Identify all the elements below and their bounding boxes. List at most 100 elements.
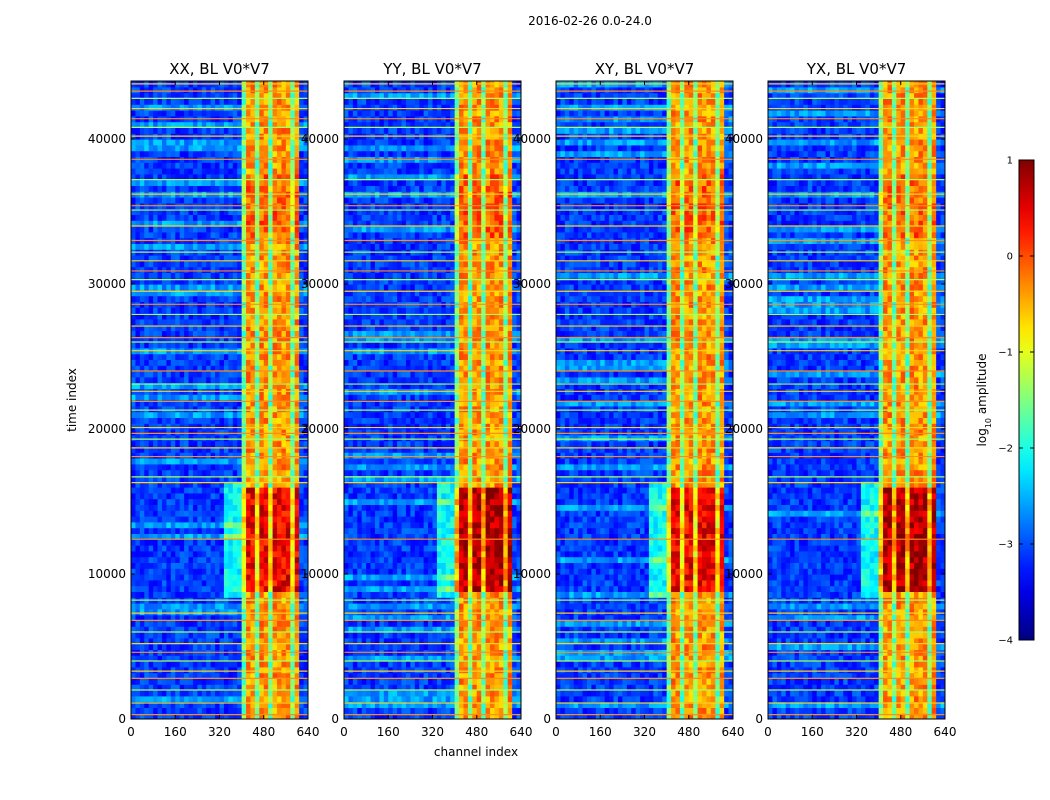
heatmap-cell	[223, 655, 229, 662]
heatmap-cell	[254, 446, 260, 453]
heatmap-cell	[215, 92, 221, 99]
heatmap-cell	[131, 208, 137, 215]
heatmap-cell	[259, 521, 265, 529]
heatmap-cell	[303, 701, 308, 708]
heatmap-cell	[294, 359, 300, 366]
heatmap-cell	[166, 440, 172, 447]
heatmap-cell	[263, 226, 269, 233]
heatmap-cell	[175, 533, 181, 540]
heatmap-cell	[277, 707, 283, 714]
heatmap-cell	[228, 632, 234, 639]
heatmap-cell	[170, 168, 176, 175]
heatmap-cell	[192, 104, 198, 111]
heatmap-cell	[281, 336, 287, 343]
heatmap-cell	[299, 713, 305, 719]
heatmap-cell	[135, 614, 141, 621]
heatmap-cell	[294, 330, 300, 337]
heatmap-cell	[192, 429, 198, 436]
heatmap-cell	[290, 608, 296, 616]
heatmap-cell	[285, 307, 291, 314]
heatmap-cell	[388, 690, 394, 697]
heatmap-cell	[303, 179, 308, 186]
heatmap-cell	[423, 672, 429, 679]
heatmap-cell	[299, 353, 305, 360]
heatmap-cell	[175, 603, 181, 610]
heatmap-cell	[179, 371, 185, 378]
heatmap-cell	[294, 92, 300, 99]
heatmap-cell	[268, 690, 274, 697]
heatmap-cell	[170, 481, 176, 488]
heatmap-cell	[370, 655, 376, 662]
heatmap-cell	[139, 591, 145, 598]
heatmap-cell	[254, 562, 260, 569]
heatmap-cell	[206, 637, 212, 645]
heatmap-cell	[303, 214, 308, 221]
heatmap-cell	[135, 400, 141, 407]
heatmap-cell	[210, 197, 216, 204]
heatmap-cell	[201, 255, 207, 262]
heatmap-cell	[281, 289, 287, 297]
heatmap-cell	[210, 284, 216, 291]
heatmap-cell	[366, 643, 372, 650]
heatmap-cell	[344, 655, 350, 662]
heatmap-cell	[153, 707, 159, 714]
heatmap-cell	[277, 579, 283, 587]
heatmap-cell	[153, 550, 159, 558]
heatmap-cell	[503, 695, 509, 703]
heatmap-cell	[246, 243, 252, 250]
heatmap-cell	[228, 226, 234, 233]
heatmap-cell	[219, 330, 225, 337]
heatmap-cell	[268, 307, 274, 314]
heatmap-cell	[228, 231, 234, 239]
heatmap-cell	[228, 678, 234, 685]
heatmap-cell	[210, 376, 216, 384]
heatmap-cell	[175, 260, 181, 268]
heatmap-cell	[144, 429, 150, 436]
heatmap-cell	[290, 487, 296, 494]
heatmap-cell	[179, 429, 185, 436]
heatmap-cell	[148, 487, 154, 494]
heatmap-cell	[223, 527, 229, 534]
heatmap-cell	[197, 284, 203, 291]
heatmap-cell	[272, 637, 278, 645]
heatmap-cell	[285, 504, 291, 511]
heatmap-cell	[259, 620, 265, 627]
heatmap-cell	[250, 458, 256, 465]
heatmap-cell	[246, 307, 252, 314]
heatmap-cell	[197, 498, 203, 505]
heatmap-cell	[219, 197, 225, 204]
heatmap-cell	[210, 417, 216, 424]
heatmap-cell	[219, 121, 225, 128]
heatmap-cell	[188, 423, 194, 430]
heatmap-cell	[303, 400, 308, 407]
heatmap-cell	[139, 417, 145, 424]
heatmap-cell	[206, 376, 212, 384]
heatmap-cell	[246, 678, 252, 685]
heatmap-cell	[344, 713, 350, 719]
heatmap-cell	[450, 661, 456, 668]
heatmap-cell	[179, 231, 185, 239]
heatmap-cell	[272, 168, 278, 175]
heatmap-cell	[285, 562, 291, 569]
heatmap-cell	[277, 260, 283, 268]
heatmap-cell	[388, 684, 394, 691]
heatmap-cell	[294, 185, 300, 192]
heatmap-cell	[153, 695, 159, 703]
heatmap-cell	[157, 197, 163, 204]
heatmap-cell	[223, 376, 229, 384]
heatmap-cell	[148, 231, 154, 239]
heatmap-cell	[215, 446, 221, 453]
heatmap-cell	[179, 278, 185, 285]
heatmap-cell	[277, 655, 283, 662]
heatmap-cell	[294, 98, 300, 105]
heatmap-cell	[432, 643, 438, 650]
heatmap-cell	[153, 243, 159, 250]
heatmap-cell	[507, 695, 513, 703]
heatmap-cell	[259, 533, 265, 540]
heatmap-cell	[294, 434, 300, 442]
heatmap-cell	[285, 104, 291, 111]
heatmap-cell	[219, 550, 225, 558]
heatmap-cell	[184, 510, 190, 517]
heatmap-cell	[131, 637, 137, 645]
heatmap-cell	[157, 295, 163, 302]
